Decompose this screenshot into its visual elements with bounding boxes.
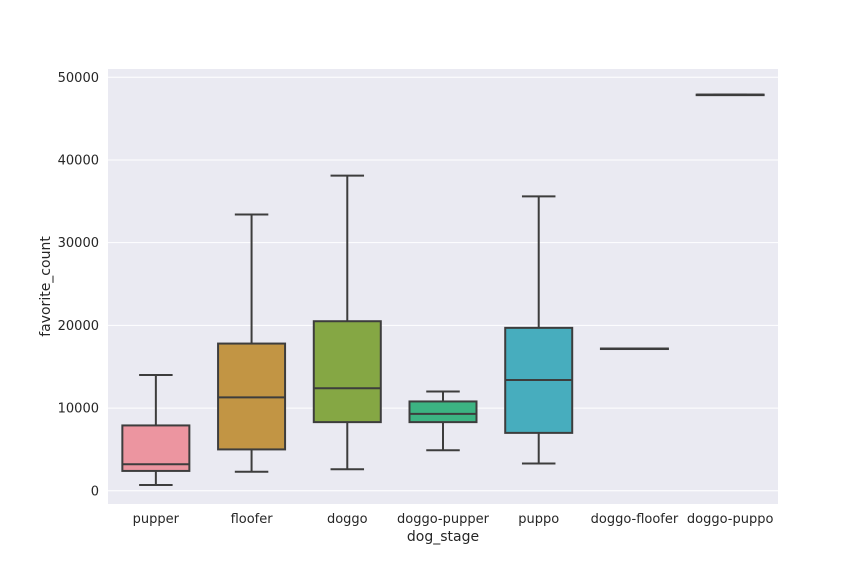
x-axis-label: dog_stage bbox=[407, 529, 479, 545]
x-tick-label: doggo-pupper bbox=[397, 512, 490, 527]
y-tick-label: 0 bbox=[91, 484, 99, 499]
x-tick-label: doggo-floofer bbox=[591, 512, 679, 527]
box-iqr bbox=[408, 400, 478, 424]
x-tick-label: doggo-puppo bbox=[687, 512, 774, 527]
boxes bbox=[121, 93, 765, 486]
y-tick-label: 40000 bbox=[58, 153, 99, 168]
x-tick-label: puppo bbox=[518, 512, 559, 527]
y-tick-label: 50000 bbox=[58, 71, 99, 86]
box-doggo bbox=[312, 174, 382, 471]
x-tick-label: pupper bbox=[133, 512, 180, 527]
x-tick-label: floofer bbox=[231, 512, 274, 527]
box-doggo-pupper bbox=[408, 390, 478, 452]
box-floofer bbox=[217, 213, 287, 473]
box-pupper bbox=[121, 373, 191, 486]
box-puppo bbox=[504, 195, 574, 465]
box-doggo-puppo bbox=[695, 93, 765, 97]
y-tick-labels: 0 10000 20000 30000 40000 50000 bbox=[58, 71, 99, 499]
y-tick-label: 30000 bbox=[58, 236, 99, 251]
y-tick-label: 10000 bbox=[58, 402, 99, 417]
y-tick-label: 20000 bbox=[58, 319, 99, 334]
x-tick-label: doggo bbox=[327, 512, 368, 527]
y-axis-label: favorite_count bbox=[38, 236, 54, 337]
box-iqr bbox=[312, 320, 382, 424]
x-tick-labels: pupper floofer doggo doggo-pupper puppo doggo… bbox=[133, 512, 774, 527]
box-doggo-floofer bbox=[599, 347, 669, 351]
